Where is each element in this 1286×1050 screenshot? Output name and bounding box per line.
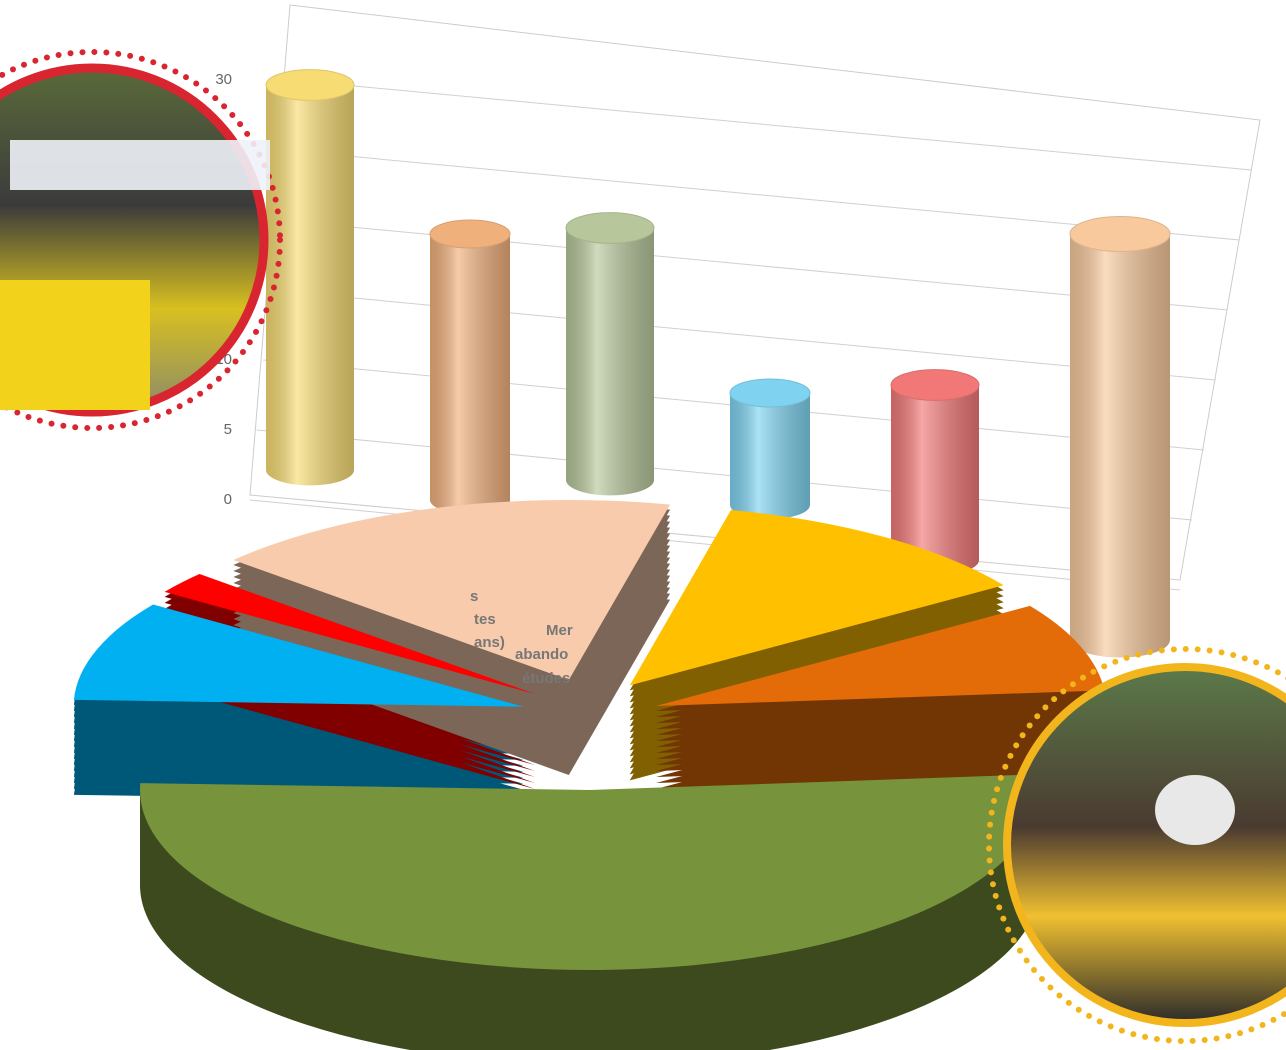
bar-shade (730, 393, 810, 519)
y-tick-label: 5 (224, 421, 232, 438)
pie-slice (629, 510, 1004, 686)
grid-line (269, 289, 1216, 381)
pie-slice (233, 499, 671, 680)
grid-line (289, 79, 1252, 171)
bar-shade (891, 385, 979, 576)
banner (10, 140, 270, 190)
bar-chart: 051015202530 (215, 4, 1261, 658)
pie-chart: s tes ans) Mer abando études (73, 499, 1105, 1050)
bar-top (1069, 216, 1171, 252)
pie-slice (656, 605, 1105, 707)
annotation: Mer (546, 622, 573, 639)
grid-line (256, 429, 1192, 521)
y-tick-label: 0 (224, 491, 232, 508)
bar-shade (1070, 234, 1170, 658)
photo-border (0, 49, 283, 431)
pie-slice (164, 574, 535, 695)
bar-top (265, 69, 355, 101)
photo (1003, 663, 1286, 1027)
bar-shade (566, 228, 654, 496)
pie-slice (139, 774, 1040, 970)
annotation: tes (474, 611, 496, 628)
annotation: abando (515, 646, 568, 663)
pie-slice (73, 604, 524, 707)
flag (0, 280, 150, 410)
photos (0, 49, 1286, 1044)
bar-top (890, 369, 980, 401)
annotation: s (470, 588, 478, 605)
photo-border (986, 646, 1286, 1044)
bar-shade (430, 234, 510, 514)
megaphone (1155, 775, 1235, 845)
bar-top (429, 219, 511, 249)
bar-top (565, 212, 655, 244)
y-tick-label: 30 (215, 71, 232, 88)
bar-top (729, 378, 811, 408)
annotation: ans) (474, 634, 505, 651)
bar-shade (266, 85, 354, 486)
annotation: études (522, 670, 570, 687)
